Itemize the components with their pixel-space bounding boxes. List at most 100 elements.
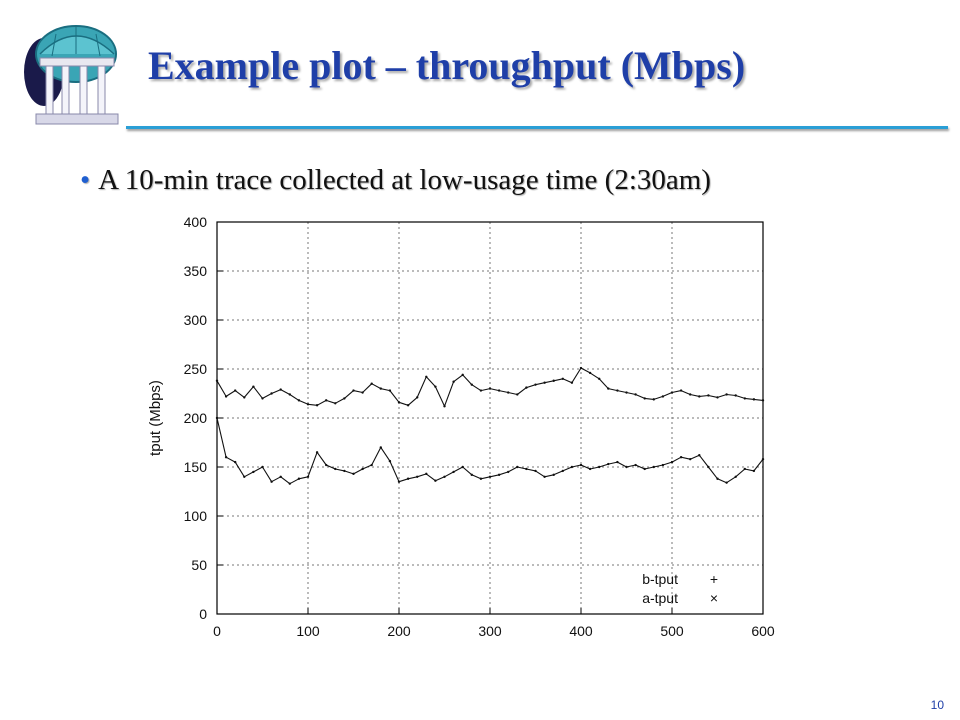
bullet-item: • A 10-min trace collected at low-usage t… bbox=[80, 164, 711, 197]
data-point-b-tput bbox=[406, 404, 410, 407]
data-point-b-tput bbox=[288, 393, 291, 396]
data-point-a-tput bbox=[361, 467, 364, 471]
data-point-a-tput bbox=[643, 467, 646, 471]
data-point-a-tput bbox=[452, 470, 455, 474]
y-tick-label: 400 bbox=[184, 214, 208, 230]
data-point-b-tput bbox=[625, 391, 628, 394]
title-underline bbox=[126, 126, 948, 129]
data-point-a-tput bbox=[406, 477, 410, 480]
data-point-b-tput bbox=[397, 401, 401, 404]
data-point-b-tput bbox=[425, 375, 428, 379]
data-point-b-tput bbox=[334, 402, 337, 405]
x-tick-label: 0 bbox=[213, 623, 221, 639]
data-point-b-tput bbox=[607, 387, 610, 390]
data-point-b-tput bbox=[279, 388, 282, 391]
data-point-a-tput bbox=[261, 465, 264, 469]
data-point-b-tput bbox=[670, 391, 674, 394]
data-point-b-tput bbox=[370, 382, 373, 385]
data-point-b-tput bbox=[215, 379, 219, 382]
data-point-a-tput bbox=[761, 457, 765, 461]
data-point-a-tput bbox=[652, 465, 655, 469]
data-point-a-tput bbox=[552, 473, 555, 477]
data-point-a-tput bbox=[734, 475, 737, 478]
data-point-a-tput bbox=[479, 477, 483, 480]
data-point-a-tput bbox=[707, 465, 710, 469]
data-point-a-tput bbox=[397, 480, 401, 483]
legend-label-a-tput: a-tput bbox=[642, 590, 678, 606]
data-point-a-tput bbox=[334, 467, 337, 471]
data-point-a-tput bbox=[579, 463, 583, 467]
data-point-a-tput bbox=[325, 463, 328, 467]
data-point-a-tput bbox=[215, 416, 219, 420]
data-point-a-tput bbox=[752, 469, 756, 473]
data-point-a-tput bbox=[743, 467, 746, 471]
data-point-b-tput bbox=[270, 392, 273, 395]
data-point-b-tput bbox=[461, 373, 464, 377]
data-point-b-tput bbox=[516, 393, 519, 396]
data-point-b-tput bbox=[652, 398, 655, 401]
data-point-a-tput bbox=[497, 473, 501, 477]
x-tick-label: 400 bbox=[569, 623, 593, 639]
bullet-text: A 10-min trace collected at low-usage ti… bbox=[98, 164, 711, 196]
x-tick-label: 200 bbox=[387, 623, 411, 639]
y-tick-label: 0 bbox=[199, 606, 207, 622]
x-tick-label: 100 bbox=[296, 623, 320, 639]
data-point-b-tput bbox=[661, 395, 665, 398]
data-point-b-tput bbox=[497, 389, 501, 392]
y-tick-label: 200 bbox=[184, 410, 208, 426]
data-point-a-tput bbox=[570, 465, 574, 469]
data-point-b-tput bbox=[525, 386, 528, 389]
data-point-b-tput bbox=[534, 383, 537, 386]
data-point-a-tput bbox=[679, 456, 683, 459]
data-point-b-tput bbox=[261, 397, 264, 400]
data-point-b-tput bbox=[634, 393, 637, 396]
data-point-a-tput bbox=[525, 467, 528, 471]
data-point-b-tput bbox=[689, 393, 692, 396]
data-point-a-tput bbox=[434, 479, 437, 482]
data-point-a-tput bbox=[306, 475, 310, 478]
data-point-a-tput bbox=[616, 460, 619, 464]
data-point-b-tput bbox=[443, 405, 446, 408]
data-point-a-tput bbox=[561, 469, 564, 473]
data-point-a-tput bbox=[634, 463, 637, 467]
y-tick-label: 350 bbox=[184, 263, 208, 279]
data-point-a-tput bbox=[507, 470, 510, 474]
data-point-b-tput bbox=[470, 383, 473, 386]
data-point-b-tput bbox=[315, 404, 319, 407]
data-point-a-tput bbox=[534, 469, 537, 473]
data-point-a-tput bbox=[270, 480, 273, 483]
y-tick-label: 50 bbox=[191, 557, 207, 573]
data-point-b-tput bbox=[752, 398, 756, 401]
data-point-a-tput bbox=[661, 463, 665, 467]
data-point-a-tput bbox=[625, 465, 628, 469]
data-point-a-tput bbox=[607, 462, 610, 466]
data-point-b-tput bbox=[707, 394, 710, 397]
data-point-a-tput bbox=[352, 472, 355, 476]
data-point-a-tput bbox=[315, 451, 319, 454]
data-point-a-tput bbox=[288, 482, 291, 485]
data-point-b-tput bbox=[488, 387, 492, 390]
data-point-a-tput bbox=[343, 469, 346, 473]
data-point-b-tput bbox=[507, 391, 510, 394]
data-point-a-tput bbox=[716, 477, 719, 480]
data-point-b-tput bbox=[297, 399, 301, 402]
data-point-b-tput bbox=[616, 389, 619, 392]
data-point-a-tput bbox=[370, 463, 373, 467]
data-point-a-tput bbox=[516, 465, 519, 469]
data-point-b-tput bbox=[343, 397, 346, 400]
slide-title: Example plot – throughput (Mbps) bbox=[148, 43, 746, 88]
data-point-a-tput bbox=[543, 475, 546, 478]
data-point-a-tput bbox=[698, 454, 701, 457]
data-point-a-tput bbox=[725, 481, 728, 484]
data-point-b-tput bbox=[416, 396, 419, 399]
data-point-a-tput bbox=[598, 465, 601, 469]
data-point-a-tput bbox=[461, 465, 464, 469]
domed-pavilion-icon bbox=[24, 25, 119, 125]
data-point-a-tput bbox=[689, 457, 692, 461]
data-point-b-tput bbox=[234, 389, 237, 392]
data-point-a-tput bbox=[243, 475, 246, 478]
data-point-b-tput bbox=[698, 395, 701, 398]
data-point-a-tput bbox=[224, 456, 228, 459]
data-point-b-tput bbox=[543, 381, 546, 384]
y-tick-label: 100 bbox=[184, 508, 208, 524]
